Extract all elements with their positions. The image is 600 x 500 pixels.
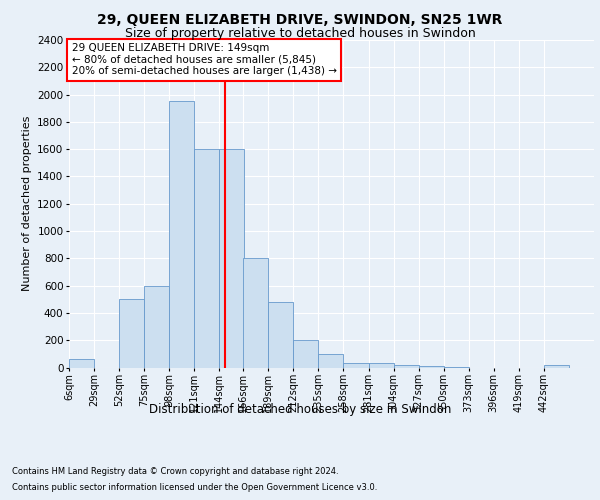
Bar (194, 149, 220, 368)
Bar (544, 365, 569, 368)
Text: Contains HM Land Registry data © Crown copyright and database right 2024.: Contains HM Land Registry data © Crown c… (12, 468, 338, 476)
Bar (368, 364, 394, 368)
Bar (144, 286, 169, 368)
Bar (69, 360, 94, 368)
Text: Size of property relative to detached houses in Swindon: Size of property relative to detached ho… (125, 28, 475, 40)
Text: Distribution of detached houses by size in Swindon: Distribution of detached houses by size … (149, 402, 451, 415)
Bar (343, 362, 368, 368)
Bar (443, 367, 469, 368)
Bar (169, 102, 194, 368)
Bar (119, 300, 144, 368)
Bar (243, 258, 268, 368)
Bar (293, 340, 319, 367)
Bar (419, 366, 443, 368)
Text: 29, QUEEN ELIZABETH DRIVE, SWINDON, SN25 1WR: 29, QUEEN ELIZABETH DRIVE, SWINDON, SN25… (97, 12, 503, 26)
Bar (394, 365, 419, 368)
Text: Contains public sector information licensed under the Open Government Licence v3: Contains public sector information licen… (12, 482, 377, 492)
Bar (319, 354, 343, 368)
Bar (268, 302, 293, 368)
Text: 29 QUEEN ELIZABETH DRIVE: 149sqm
← 80% of detached houses are smaller (5,845)
20: 29 QUEEN ELIZABETH DRIVE: 149sqm ← 80% o… (71, 44, 337, 76)
Y-axis label: Number of detached properties: Number of detached properties (22, 116, 32, 292)
Bar (220, 149, 244, 368)
